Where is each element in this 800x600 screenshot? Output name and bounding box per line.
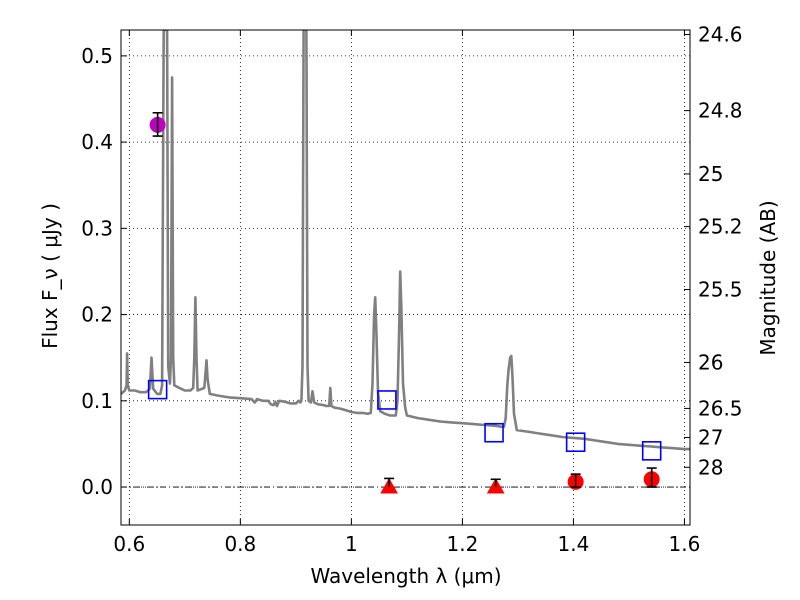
open-square-point [147,379,168,400]
right-tick-label: 27 [698,425,723,449]
plot-frame [120,29,691,526]
open-square-point [377,390,397,410]
y-tick-label: 0.3 [81,216,113,240]
x-tick-label: 1 [345,532,358,556]
right-tick-label: 26.5 [698,396,743,420]
x-axis-title: Wavelength λ (μm) [310,564,501,588]
model-spectrum-line [121,30,690,451]
x-tick-label: 1.2 [446,532,478,556]
open-square-point [565,432,586,453]
right-tick-label: 25.2 [698,215,743,239]
right-tick-label: 25 [698,162,723,186]
y-tick-label: 0.2 [81,303,113,327]
right-tick-label: 28 [698,455,723,479]
open-square-point [484,422,504,443]
right-tick-label: 24.8 [698,99,743,123]
photometry-points [147,111,662,494]
grid-lines [121,30,690,525]
right-axis-title: Magnitude (AB) [756,200,780,355]
right-tick-label: 24.6 [698,22,743,46]
right-tick-label: 26 [698,350,723,374]
x-tick-label: 1.4 [558,532,590,556]
open-square-point [641,441,662,461]
y-tick-label: 0.0 [81,475,113,499]
y-tick-label: 0.1 [81,389,113,413]
right-tick-label: 25.5 [698,277,743,301]
tick-labels: 0.6 0.8 1 1.2 1.4 1.6 0.0 0.1 0.2 0.3 0.4 0.5 24.6 24… [81,22,742,556]
model-spectrum-series [121,30,690,451]
y-axis-title: Flux F_ν ( μJy ) [38,203,62,349]
x-tick-label: 0.8 [224,532,256,556]
y-tick-label: 0.4 [81,130,113,154]
x-tick-label: 0.6 [113,532,145,556]
y-tick-label: 0.5 [81,44,113,68]
axis-ticks [121,30,690,525]
x-tick-label: 1.6 [669,532,701,556]
